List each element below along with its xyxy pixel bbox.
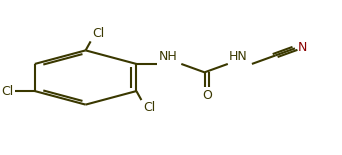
Text: N: N bbox=[298, 41, 307, 54]
Text: HN: HN bbox=[229, 50, 248, 63]
Text: Cl: Cl bbox=[1, 85, 14, 97]
Text: Cl: Cl bbox=[92, 27, 105, 40]
Text: NH: NH bbox=[158, 50, 177, 63]
Text: O: O bbox=[202, 89, 212, 102]
Text: Cl: Cl bbox=[143, 101, 155, 114]
